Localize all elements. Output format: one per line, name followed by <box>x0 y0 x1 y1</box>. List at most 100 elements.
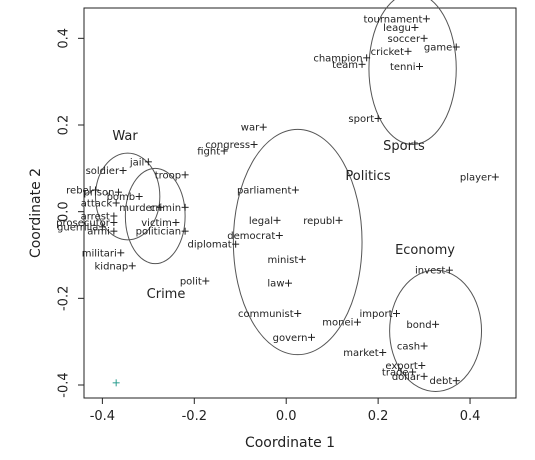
point-label: cash <box>397 342 420 353</box>
point-label: diplomat <box>187 240 231 251</box>
cluster-ellipse-economy <box>389 269 483 393</box>
point-label: guerrilla <box>57 222 98 233</box>
point-marker <box>172 219 180 226</box>
y-tick-label: -0.2 <box>57 286 72 311</box>
point-label: bond <box>406 320 431 331</box>
point-label: victim <box>141 218 172 229</box>
cluster-label-war: War <box>112 129 138 144</box>
point-label: import <box>359 309 392 320</box>
point-label: trade <box>382 368 409 379</box>
point-label: dollar <box>392 372 421 383</box>
point-label: politician <box>136 227 181 238</box>
point-label: prison <box>84 188 115 199</box>
point-label: troop <box>155 170 181 181</box>
cluster-ellipse-war <box>94 152 161 241</box>
point-marker <box>294 310 302 317</box>
y-tick-label: 0.2 <box>57 115 72 136</box>
point-label: democrat <box>227 231 275 242</box>
point-label: polit <box>180 277 202 288</box>
point-label: crimin <box>150 203 181 214</box>
point-label: attack <box>81 199 113 210</box>
point-label: invest <box>415 266 445 277</box>
point-label: govern <box>273 333 308 344</box>
point-label: soccer <box>387 34 420 45</box>
point-marker <box>335 216 343 224</box>
point-marker <box>117 249 125 257</box>
point-marker <box>411 24 419 31</box>
point-marker <box>491 173 499 181</box>
cluster-label-politics: Politics <box>345 169 390 184</box>
point-label: tenni <box>390 62 416 73</box>
point-label: champion <box>313 53 362 64</box>
plot-area <box>83 7 517 399</box>
point-marker <box>374 115 382 122</box>
point-marker <box>232 240 240 248</box>
point-label: soldier <box>86 166 120 177</box>
point-label: cricket <box>371 47 404 58</box>
point-label: export <box>385 361 417 372</box>
cluster-ellipse-politics <box>232 128 363 356</box>
point-marker <box>420 34 428 42</box>
axes: -0.4 -0.2 0.0 0.2 0.4 -0.4 -0.2 0.0 0.2 0.4 <box>57 28 481 424</box>
point-marker <box>110 212 118 220</box>
point-marker <box>363 54 371 62</box>
point-marker <box>285 279 293 287</box>
point-marker <box>220 147 228 155</box>
point-marker <box>98 223 106 231</box>
point-marker <box>452 377 460 385</box>
cluster-ellipses <box>94 0 483 393</box>
point-label: parliament <box>237 186 292 197</box>
cluster-label-sports: Sports <box>383 139 425 154</box>
point-label: monei <box>322 318 353 329</box>
point-marker <box>404 47 412 55</box>
point-marker <box>418 362 426 369</box>
point-marker <box>358 60 366 68</box>
point-marker <box>415 63 423 70</box>
y-tick-label: 0.0 <box>57 201 72 222</box>
point-label: war <box>241 123 260 134</box>
point-marker <box>144 158 152 166</box>
point-marker <box>202 277 210 285</box>
point-marker <box>353 318 361 326</box>
x-axis-title: Coordinate 1 <box>245 435 335 451</box>
y-tick-label: -0.4 <box>57 372 72 397</box>
x-tick-label: 0.0 <box>276 409 297 424</box>
point-label: murder <box>119 203 157 214</box>
point-marker <box>135 193 143 200</box>
point-marker <box>112 379 120 387</box>
point-marker <box>275 232 283 239</box>
cluster-label-economy: Economy <box>395 243 455 258</box>
point-marker <box>181 203 189 211</box>
point-label: game <box>424 43 452 54</box>
point-label: arrest <box>81 212 110 223</box>
point-label: tournament <box>363 14 422 25</box>
point-marker <box>181 227 189 235</box>
point-marker <box>128 262 136 270</box>
point-label: prosecutor <box>56 218 111 229</box>
point-label: armi <box>87 227 110 238</box>
y-axis-title: Coordinate 2 <box>28 168 44 258</box>
point-marker <box>393 310 401 317</box>
plot-frame <box>83 7 517 399</box>
point-label: sport <box>348 114 374 125</box>
point-label: jail <box>129 157 144 168</box>
point-marker <box>273 216 281 224</box>
point-marker <box>307 333 315 341</box>
point-label: kidnap <box>95 261 129 272</box>
point-marker <box>110 219 118 226</box>
point-marker <box>298 255 306 263</box>
x-tick-label: -0.2 <box>182 409 207 424</box>
point-marker <box>181 171 189 179</box>
point-marker <box>119 167 127 174</box>
x-tick-label: 0.2 <box>368 409 389 424</box>
point-label: team <box>332 60 358 71</box>
data-points <box>91 15 499 387</box>
point-label: player <box>460 173 492 184</box>
point-label: communist <box>238 309 294 320</box>
y-tick-label: 0.4 <box>57 28 72 49</box>
cluster-label-crime: Crime <box>147 287 186 302</box>
point-marker <box>452 43 460 51</box>
point-label: market <box>343 348 379 359</box>
cluster-ellipse-crime <box>124 167 186 265</box>
